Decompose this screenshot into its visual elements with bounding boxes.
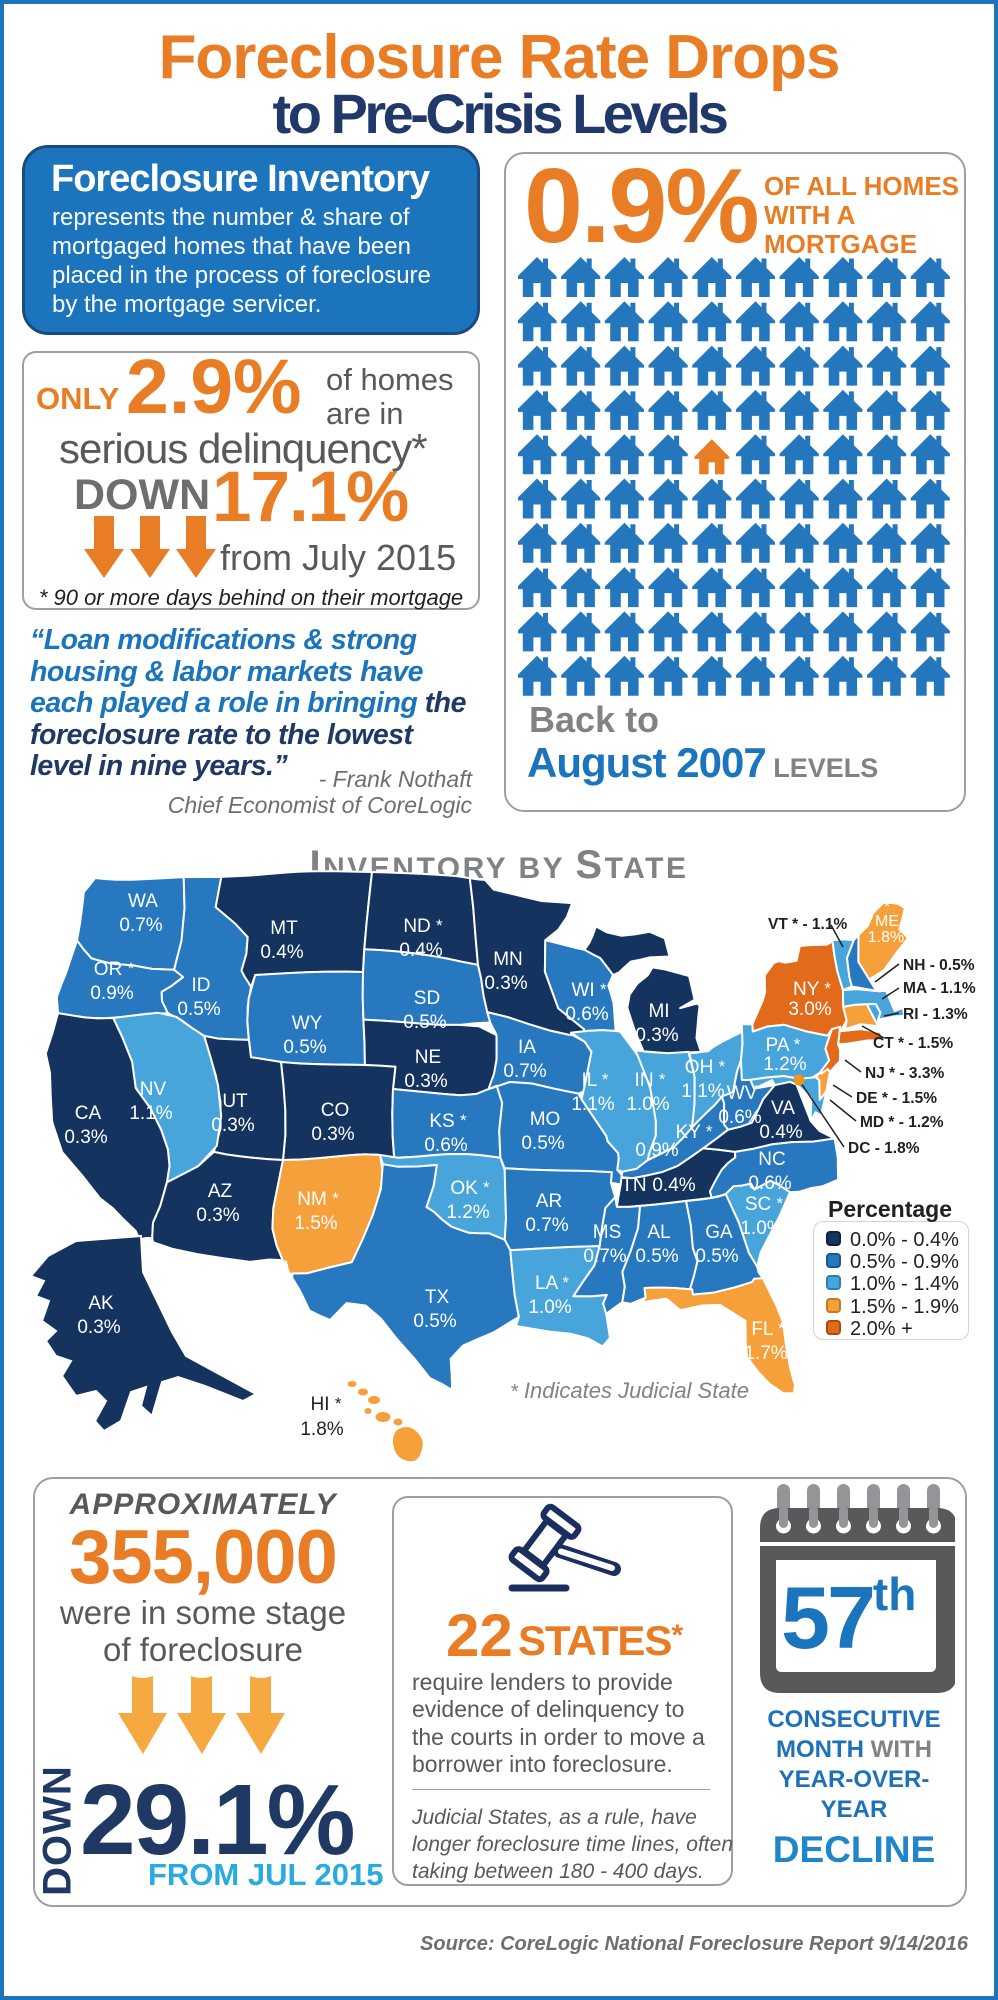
svg-text:0.6%: 0.6%: [565, 1004, 608, 1025]
svg-text:NH - 0.5%: NH - 0.5%: [903, 957, 975, 974]
svg-text:MT: MT: [270, 918, 298, 939]
svg-text:WY: WY: [292, 1013, 323, 1034]
svg-text:1.0%: 1.0%: [626, 1094, 669, 1115]
svg-text:CO: CO: [321, 1100, 350, 1121]
svg-text:0.3%: 0.3%: [404, 1071, 447, 1092]
svg-text:WV: WV: [727, 1083, 758, 1104]
svg-text:0.4%: 0.4%: [652, 1175, 695, 1196]
svg-text:KS *: KS *: [429, 1111, 467, 1132]
svg-text:MD * - 1.2%: MD * - 1.2%: [860, 1114, 944, 1131]
svg-text:1.5%: 1.5%: [294, 1213, 337, 1234]
svg-text:NC: NC: [758, 1149, 785, 1170]
svg-text:AR: AR: [536, 1191, 562, 1212]
svg-text:0.4%: 0.4%: [260, 942, 303, 963]
svg-text:AL: AL: [647, 1222, 670, 1243]
svg-text:AZ: AZ: [208, 1181, 233, 1202]
svg-text:3.0%: 3.0%: [788, 999, 831, 1020]
svg-text:IA: IA: [518, 1037, 536, 1058]
svg-text:0.7%: 0.7%: [503, 1061, 546, 1082]
svg-text:WI *: WI *: [571, 980, 607, 1001]
svg-text:1.8%: 1.8%: [300, 1419, 343, 1440]
svg-text:KY *: KY *: [676, 1122, 713, 1143]
svg-text:0.3%: 0.3%: [211, 1115, 254, 1136]
svg-text:ND *: ND *: [403, 916, 443, 937]
svg-text:1.8%: 1.8%: [868, 929, 904, 946]
svg-text:0.5%: 0.5%: [635, 1246, 678, 1267]
svg-text:SC *: SC *: [745, 1194, 784, 1215]
svg-text:NV: NV: [140, 1079, 167, 1100]
svg-text:UT: UT: [222, 1091, 248, 1112]
svg-text:PA *: PA *: [766, 1035, 801, 1056]
svg-text:DC - 1.8%: DC - 1.8%: [848, 1140, 920, 1157]
svg-text:0.6%: 0.6%: [748, 1173, 791, 1194]
svg-text:0.7%: 0.7%: [525, 1215, 568, 1236]
svg-text:SD: SD: [414, 988, 440, 1009]
svg-text:0.3%: 0.3%: [77, 1317, 120, 1338]
svg-text:MO: MO: [530, 1109, 561, 1130]
svg-text:NM *: NM *: [297, 1189, 339, 1210]
svg-text:0.5%: 0.5%: [177, 999, 220, 1020]
svg-text:IL *: IL *: [581, 1070, 608, 1091]
svg-text:1.2%: 1.2%: [763, 1054, 806, 1075]
svg-text:0.4%: 0.4%: [759, 1122, 802, 1143]
svg-text:NY *: NY *: [793, 979, 831, 1000]
svg-text:MS: MS: [593, 1222, 622, 1243]
svg-text:1.0%: 1.0%: [740, 1218, 783, 1239]
svg-text:LA *: LA *: [535, 1273, 569, 1294]
svg-text:OH *: OH *: [685, 1057, 726, 1078]
svg-text:0.7%: 0.7%: [583, 1246, 626, 1267]
svg-text:CA: CA: [75, 1103, 102, 1124]
svg-text:MI: MI: [648, 1001, 669, 1022]
svg-text:1.2%: 1.2%: [446, 1202, 489, 1223]
svg-text:MN: MN: [493, 949, 523, 970]
svg-text:0.5%: 0.5%: [413, 1311, 456, 1332]
svg-text:0.4%: 0.4%: [399, 940, 442, 961]
svg-text:NJ * - 3.3%: NJ * - 3.3%: [865, 1065, 944, 1082]
svg-text:0.6%: 0.6%: [718, 1107, 761, 1128]
svg-text:HI *: HI *: [311, 1394, 342, 1415]
svg-text:1.1%: 1.1%: [129, 1103, 172, 1124]
svg-text:OR *: OR *: [94, 959, 135, 980]
svg-text:CT * - 1.5%: CT * - 1.5%: [873, 1035, 953, 1052]
svg-text:MA - 1.1%: MA - 1.1%: [903, 980, 976, 997]
svg-text:FL *: FL *: [751, 1319, 785, 1340]
svg-text:0.3%: 0.3%: [635, 1025, 678, 1046]
svg-text:0.3%: 0.3%: [311, 1124, 354, 1145]
svg-text:TX: TX: [425, 1287, 450, 1308]
svg-text:0.9%: 0.9%: [90, 983, 133, 1004]
svg-text:0.9%: 0.9%: [635, 1140, 678, 1161]
svg-text:0.5%: 0.5%: [403, 1012, 446, 1033]
svg-text:0.3%: 0.3%: [484, 973, 527, 994]
svg-text:OK *: OK *: [450, 1178, 490, 1199]
svg-text:0.3%: 0.3%: [64, 1127, 107, 1148]
svg-text:GA: GA: [705, 1222, 733, 1243]
svg-text:NE: NE: [415, 1047, 441, 1068]
svg-text:IN *: IN *: [635, 1070, 666, 1091]
svg-text:0.5%: 0.5%: [695, 1246, 738, 1267]
svg-text:0.5%: 0.5%: [521, 1133, 564, 1154]
svg-text:DE * - 1.5%: DE * - 1.5%: [856, 1090, 937, 1107]
svg-text:0.6%: 0.6%: [424, 1135, 467, 1156]
svg-text:*: *: [884, 899, 890, 916]
svg-text:VA: VA: [771, 1098, 795, 1119]
svg-text:RI - 1.3%: RI - 1.3%: [903, 1006, 968, 1023]
svg-text:1.7%: 1.7%: [744, 1343, 787, 1364]
svg-text:1.1%: 1.1%: [681, 1081, 724, 1102]
svg-text:VT * - 1.1%: VT * - 1.1%: [768, 916, 847, 933]
svg-text:WA: WA: [128, 891, 158, 912]
svg-text:1.1%: 1.1%: [571, 1094, 614, 1115]
svg-text:0.7%: 0.7%: [119, 915, 162, 936]
svg-text:ME: ME: [875, 913, 899, 930]
svg-text:0.5%: 0.5%: [283, 1037, 326, 1058]
svg-text:TN: TN: [621, 1175, 646, 1196]
svg-text:AK: AK: [88, 1293, 114, 1314]
svg-text:0.3%: 0.3%: [196, 1205, 239, 1226]
svg-text:1.0%: 1.0%: [528, 1297, 571, 1318]
svg-text:ID: ID: [192, 975, 211, 996]
